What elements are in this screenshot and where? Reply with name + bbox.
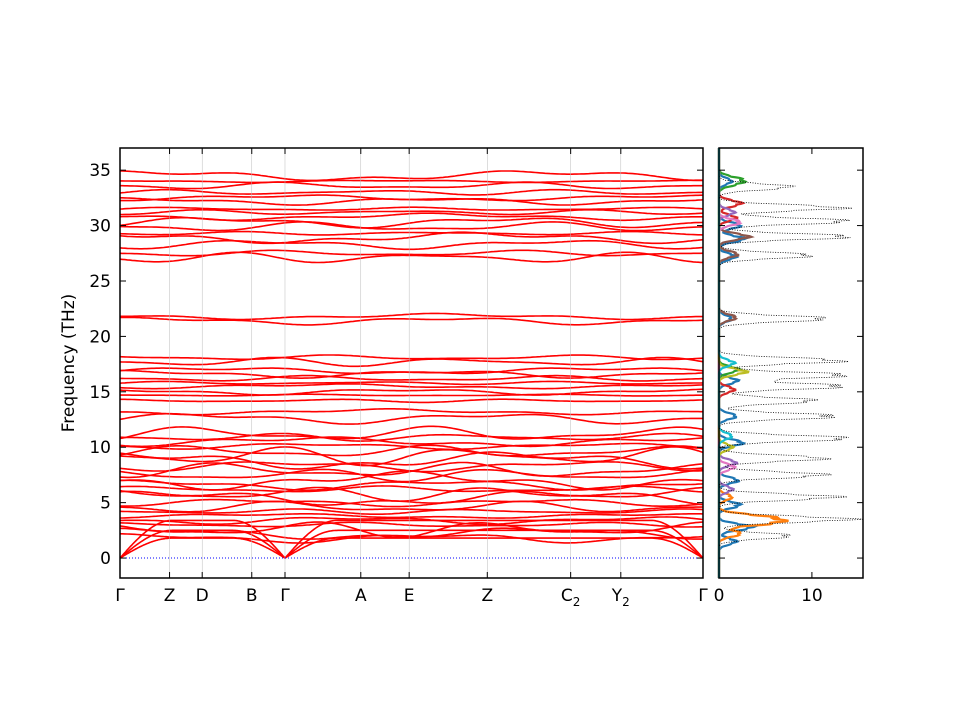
y-tick-label: 5 bbox=[100, 494, 111, 514]
band-line bbox=[119, 498, 704, 508]
band-line bbox=[119, 188, 704, 196]
acoustic-branch bbox=[284, 537, 361, 559]
band-line bbox=[120, 197, 704, 206]
band-line bbox=[119, 508, 704, 515]
acoustic-branch bbox=[119, 537, 170, 559]
dos-panel: 0 10 bbox=[714, 147, 864, 606]
band-line bbox=[119, 230, 704, 236]
band-line bbox=[119, 521, 703, 528]
band-line bbox=[119, 490, 704, 506]
band-line bbox=[119, 356, 704, 368]
band-line bbox=[120, 408, 703, 416]
band-line bbox=[119, 383, 704, 390]
x-tick-label: E bbox=[404, 586, 415, 606]
band-line bbox=[119, 412, 703, 425]
y-axis-label: Frequency (THz) bbox=[59, 294, 79, 433]
band-line bbox=[119, 231, 704, 245]
band-line bbox=[120, 208, 704, 216]
band-y-ticks: 0 5 10 15 20 25 30 35 bbox=[89, 161, 703, 569]
band-line bbox=[119, 485, 704, 493]
band-line bbox=[120, 374, 704, 382]
acoustic-branch bbox=[284, 529, 361, 559]
band-line bbox=[120, 179, 703, 184]
dos-x-tick-label: 0 bbox=[714, 586, 725, 606]
x-tick-label: Y2 bbox=[611, 586, 630, 609]
band-line bbox=[119, 216, 704, 229]
band-line bbox=[119, 316, 704, 326]
acoustic-branch bbox=[202, 529, 253, 536]
acoustic-branch bbox=[119, 529, 170, 559]
y-tick-label: 15 bbox=[89, 383, 111, 403]
y-tick-label: 35 bbox=[89, 161, 111, 181]
band-axes-frame bbox=[119, 147, 704, 579]
dos-lines bbox=[717, 148, 863, 578]
dos-x-tick-label: 10 bbox=[801, 586, 823, 606]
acoustic-branch bbox=[620, 537, 704, 559]
band-line bbox=[119, 436, 704, 448]
band-line bbox=[120, 393, 703, 397]
x-tick-label: Z bbox=[164, 586, 176, 606]
band-line bbox=[120, 398, 704, 404]
dos-axes-frame bbox=[718, 147, 864, 579]
band-line bbox=[120, 369, 704, 379]
y-tick-label: 25 bbox=[89, 272, 111, 292]
band-line bbox=[120, 170, 703, 182]
total-dos-line bbox=[718, 148, 863, 578]
acoustic-branch bbox=[620, 529, 704, 559]
band-line bbox=[119, 206, 704, 211]
x-tick-label: Γ bbox=[115, 586, 125, 606]
x-tick-label: Γ bbox=[698, 586, 708, 606]
x-tick-label: Γ bbox=[280, 586, 290, 606]
y-tick-label: 20 bbox=[89, 327, 111, 347]
band-line bbox=[120, 312, 703, 321]
x-tick-label: C2 bbox=[561, 586, 581, 609]
y-tick-label: 30 bbox=[89, 217, 111, 237]
band-line bbox=[119, 451, 704, 470]
band-line bbox=[120, 221, 704, 232]
band-line bbox=[119, 251, 703, 264]
acoustic-branch bbox=[119, 519, 170, 559]
acoustic-branch bbox=[202, 537, 252, 543]
band-line bbox=[120, 513, 704, 519]
acoustic-branch bbox=[620, 519, 704, 559]
x-tick-subscript: 2 bbox=[622, 595, 630, 609]
x-tick-label: D bbox=[196, 586, 209, 606]
x-tick-subscript: 2 bbox=[573, 595, 581, 609]
band-line bbox=[119, 239, 704, 251]
partial-dos-line bbox=[717, 148, 789, 578]
x-tick-label: A bbox=[355, 586, 367, 606]
x-tick-label: Z bbox=[481, 586, 493, 606]
band-x-ticks: Γ Z D B Γ A E Z C2 Y2 Γ bbox=[115, 148, 708, 609]
x-tick-label: B bbox=[246, 586, 258, 606]
band-line bbox=[119, 354, 704, 361]
dos-y-ticks bbox=[719, 169, 863, 559]
acoustic-branch bbox=[251, 534, 286, 559]
band-line bbox=[119, 446, 704, 467]
y-tick-label: 0 bbox=[100, 549, 111, 569]
band-line bbox=[119, 500, 704, 513]
band-lines bbox=[119, 148, 704, 578]
acoustic-branch bbox=[251, 540, 286, 559]
acoustic-branch bbox=[251, 525, 286, 559]
acoustic-branch bbox=[284, 519, 361, 559]
band-line bbox=[119, 486, 704, 503]
band-line bbox=[119, 380, 704, 386]
band-line bbox=[119, 388, 704, 396]
band-line bbox=[120, 516, 704, 526]
band-line bbox=[119, 468, 704, 483]
band-line bbox=[119, 444, 704, 457]
band-line bbox=[120, 181, 703, 190]
band-line bbox=[119, 425, 704, 440]
acoustic-branch bbox=[202, 519, 253, 528]
y-tick-label: 10 bbox=[89, 438, 111, 458]
